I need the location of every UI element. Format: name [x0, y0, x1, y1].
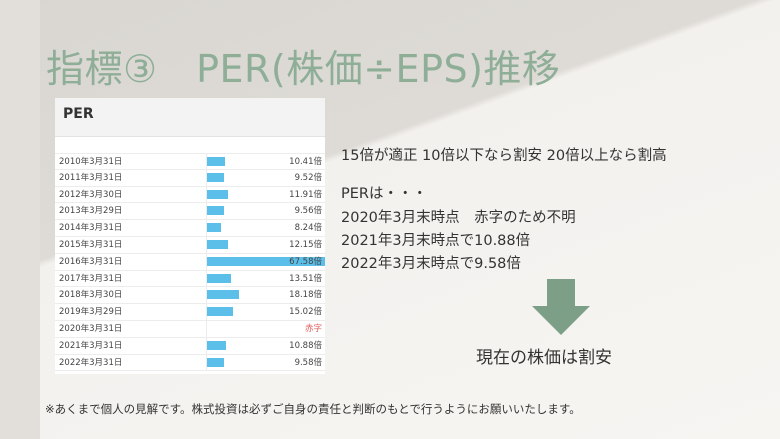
down-arrow-icon [532, 279, 590, 335]
info-line-2020: 2020年3月末時点 赤字のため不明 [341, 210, 576, 226]
row-value-label: 11.91倍 [289, 189, 322, 200]
per-bar [207, 206, 224, 216]
row-date: 2014年3月31日 [55, 220, 207, 236]
row-value-label: 15.02倍 [289, 307, 322, 318]
row-value-label: 9.52倍 [294, 172, 322, 183]
row-date: 2021年3月31日 [55, 337, 207, 354]
info-line-criteria: 15倍が適正 10倍以下なら割安 20倍以上なら割高 [341, 148, 667, 164]
row-date: 2020年3月31日 [55, 320, 207, 337]
per-table: PER 2010年3月31日 10.41倍 2011年3月31日 9.52倍 2012年… [55, 98, 325, 374]
background-band [0, 0, 40, 439]
row-date: 2011年3月31日 [55, 169, 207, 186]
slide-title: 指標③ PER(株価÷EPS)推移 [46, 47, 561, 91]
table-row: 2018年3月30日 18.18倍 [55, 287, 325, 305]
row-date: 2010年3月31日 [55, 154, 207, 169]
row-date: 2012年3月30日 [55, 186, 207, 203]
row-date: 2016年3月31日 [55, 253, 207, 270]
row-date: 2013年3月29日 [55, 203, 207, 220]
row-deficit-label: 赤字 [304, 323, 322, 334]
row-value-cell: 67.58倍 [207, 254, 325, 270]
table-row: 2011年3月31日 9.52倍 [55, 169, 325, 187]
table-row: 2014年3月31日 8.24倍 [55, 220, 325, 237]
table-row: 2022年3月31日 9.58倍 [55, 354, 325, 372]
row-value-label: 67.58倍 [289, 256, 322, 267]
per-bar [207, 340, 226, 350]
row-value-cell: 18.18倍 [207, 287, 325, 303]
per-bar [207, 290, 239, 300]
row-value-cell: 15.02倍 [207, 304, 325, 320]
row-value-cell: 13.51倍 [207, 271, 325, 287]
row-value-label: 10.41倍 [289, 157, 322, 167]
row-value-label: 9.58倍 [294, 357, 322, 368]
table-row: 2021年3月31日 10.88倍 [55, 337, 325, 355]
per-bar [207, 172, 224, 182]
row-date: 2019年3月29日 [55, 304, 207, 320]
row-date: 2018年3月30日 [55, 287, 207, 304]
row-value-cell: 11.91倍 [207, 187, 325, 203]
per-bar [207, 157, 226, 166]
per-bar [207, 357, 224, 367]
conclusion-text: 現在の株価は割安 [476, 348, 612, 368]
row-value-cell: 10.41倍 [207, 154, 325, 169]
table-row: 2015年3月31日 12.15倍 [55, 236, 325, 254]
per-bar [207, 223, 222, 233]
row-value-cell: 10.88倍 [207, 338, 325, 354]
row-date: 2022年3月31日 [55, 354, 207, 371]
row-date: 2015年3月31日 [55, 236, 207, 253]
row-value-label: 9.56倍 [294, 206, 322, 217]
per-table-rows: 2010年3月31日 10.41倍 2011年3月31日 9.52倍 2012年3月30… [55, 153, 325, 372]
row-value-cell: 9.52倍 [207, 170, 325, 186]
row-date: 2017年3月31日 [55, 270, 207, 287]
table-row: 2012年3月30日 11.91倍 [55, 186, 325, 204]
table-row: 2017年3月31日 13.51倍 [55, 270, 325, 288]
row-value-cell: 12.15倍 [207, 237, 325, 253]
row-value-label: 18.18倍 [289, 290, 322, 301]
table-row: 2020年3月31日 赤字 [55, 320, 325, 338]
row-value-cell: 9.58倍 [207, 355, 325, 371]
row-value-cell: 9.56倍 [207, 203, 325, 219]
row-value-label: 13.51倍 [289, 273, 322, 284]
row-value-label: 12.15倍 [289, 239, 322, 250]
per-table-header: PER [55, 98, 325, 137]
info-line-2021: 2021年3月末時点で10.88倍 [341, 233, 531, 249]
table-row: 2016年3月31日 67.58倍 [55, 253, 325, 271]
per-bar [207, 256, 325, 266]
row-value-label: 8.24倍 [294, 223, 322, 234]
per-bar [207, 307, 234, 317]
table-row: 2013年3月29日 9.56倍 [55, 203, 325, 221]
per-bar [207, 273, 231, 283]
row-value-cell: 赤字 [207, 321, 325, 337]
per-table-header-label: PER [63, 106, 94, 122]
table-row: 2010年3月31日 10.41倍 [55, 153, 325, 170]
per-bar [207, 239, 229, 249]
per-bar [207, 189, 228, 199]
disclaimer-text: ※あくまで個人の見解です。株式投資は必ずご自身の責任と判断のもとで行うようにお願… [45, 402, 581, 416]
row-value-label: 10.88倍 [289, 340, 322, 351]
row-value-cell: 8.24倍 [207, 220, 325, 236]
info-line-2022: 2022年3月末時点で9.58倍 [341, 256, 521, 272]
info-line-per-intro: PERは・・・ [341, 186, 427, 202]
table-row: 2019年3月29日 15.02倍 [55, 304, 325, 321]
